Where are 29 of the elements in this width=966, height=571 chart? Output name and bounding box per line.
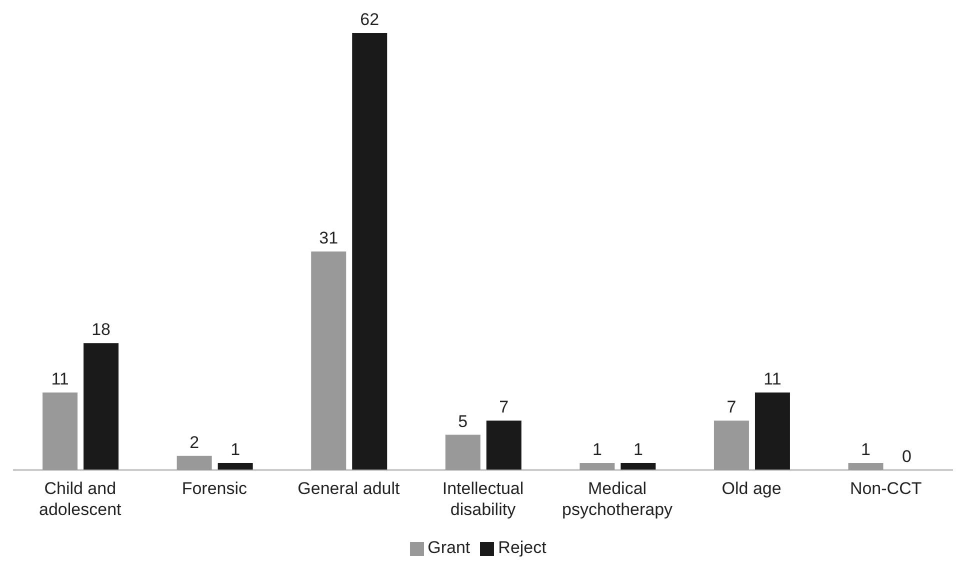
x-tick-label: Intellectual disability [442, 479, 524, 519]
x-tick-label: Non-CCT [850, 479, 922, 498]
bar [84, 343, 119, 470]
data-label: 1 [592, 440, 602, 459]
data-label: 11 [764, 369, 782, 388]
data-label: 5 [458, 412, 468, 431]
data-label: 18 [92, 320, 111, 340]
bar [218, 462, 253, 470]
data-label: 31 [319, 228, 338, 248]
x-tick-label: Old age [722, 479, 782, 498]
data-label: 0 [902, 446, 912, 466]
data-label: 7 [726, 398, 736, 417]
data-label: 2 [190, 432, 200, 452]
x-tick-label: Child and adolescent [39, 479, 122, 519]
data-label: 11 [51, 369, 69, 388]
data-label: 1 [230, 440, 240, 459]
data-label: 62 [360, 10, 380, 29]
x-tick-label: General adult [298, 479, 400, 498]
bar [352, 33, 388, 470]
legend-label: Grant [428, 538, 470, 557]
data-label: 1 [861, 440, 870, 459]
data-label: 1 [633, 440, 643, 459]
legend-label: Reject [498, 538, 546, 557]
x-tick-label: Medical psychotherapy [562, 479, 674, 519]
data-label: 7 [499, 398, 509, 417]
bar [754, 392, 790, 470]
bar [486, 420, 522, 470]
x-tick-label: Forensic [182, 479, 248, 498]
bar [620, 462, 656, 470]
